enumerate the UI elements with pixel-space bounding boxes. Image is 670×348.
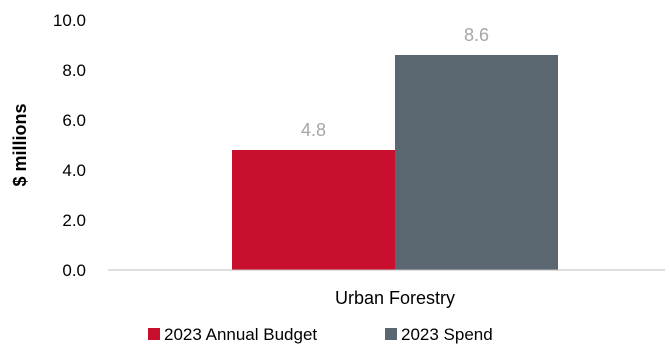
y-tick-label: 6.0 <box>62 111 86 130</box>
legend-label: 2023 Spend <box>401 325 493 344</box>
y-tick-label: 4.0 <box>62 161 86 180</box>
y-tick-label: 8.0 <box>62 61 86 80</box>
y-axis-ticks: 0.0 2.0 4.0 6.0 8.0 10.0 <box>53 11 86 280</box>
y-tick-label: 2.0 <box>62 211 86 230</box>
legend-swatch <box>148 328 160 340</box>
bar-2023-annual-budget <box>232 150 395 270</box>
category-label: Urban Forestry <box>335 288 455 308</box>
legend: 2023 Annual Budget 2023 Spend <box>148 325 493 344</box>
data-label: 8.6 <box>464 25 489 45</box>
legend-swatch <box>385 328 397 340</box>
bar-2023-spend <box>395 55 558 270</box>
legend-label: 2023 Annual Budget <box>164 325 317 344</box>
y-tick-label: 0.0 <box>62 261 86 280</box>
data-label: 4.8 <box>301 120 326 140</box>
y-axis-label: $ millions <box>10 103 30 186</box>
bars: 4.8 8.6 <box>232 25 558 270</box>
y-tick-label: 10.0 <box>53 11 86 30</box>
